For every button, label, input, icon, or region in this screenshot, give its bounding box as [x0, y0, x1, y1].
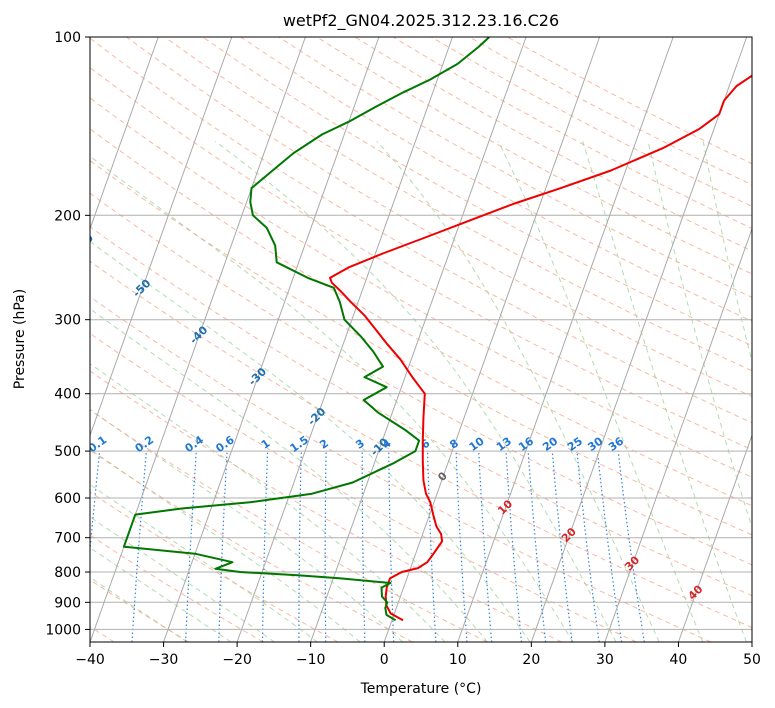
y-tick-label: 900 — [54, 595, 81, 611]
dry-adiabat-line — [90, 296, 712, 642]
dewpoint-profile-line — [122, 37, 490, 622]
y-tick-label: 700 — [54, 531, 81, 547]
isotherm-line — [90, 37, 306, 642]
dry-adiabat-line — [90, 67, 752, 451]
dry-adiabat-line — [90, 534, 264, 642]
y-tick-label: 600 — [54, 491, 81, 507]
dry-adiabat-line — [90, 409, 488, 642]
x-tick-label: 0 — [380, 652, 389, 668]
y-tick-label: 100 — [54, 30, 81, 46]
dry-adiabat-line — [90, 226, 752, 597]
dry-adiabat-line — [90, 260, 752, 629]
mixing-ratio-line — [90, 451, 101, 556]
mixing-ratio-line — [505, 451, 523, 642]
y-tick-label: 1000 — [45, 622, 81, 638]
dry-adiabat-line — [126, 37, 752, 398]
mixing-ratio-line — [576, 451, 600, 642]
isotherm-line — [604, 227, 752, 642]
y-axis-label: Pressure (hPa) — [12, 289, 28, 389]
y-tick-label: 200 — [54, 208, 81, 224]
x-tick-label: −20 — [222, 652, 252, 668]
x-tick-label: 50 — [743, 652, 761, 668]
x-tick-label: 40 — [670, 652, 688, 668]
x-axis: −40 −30 −20 −10 0 10 20 30 40 50 — [75, 642, 761, 668]
x-tick-label: −10 — [296, 652, 326, 668]
mixing-ratio-lines — [90, 451, 645, 642]
dry-adiabat-line — [278, 37, 752, 298]
dry-adiabat-line — [90, 370, 562, 642]
y-tick-label: 300 — [54, 313, 81, 329]
dry-adiabat-line — [90, 491, 339, 642]
isotherm-line — [90, 37, 233, 437]
x-tick-label: −30 — [149, 652, 179, 668]
profile-series — [122, 37, 752, 622]
isotherm-label: -60 — [73, 231, 96, 254]
plot-area: -100-90-80-70-60-50-40-30-20-10010203040… — [73, 37, 752, 642]
isotherm-line — [530, 37, 748, 642]
y-tick-label: 500 — [54, 444, 81, 460]
x-axis-label: Temperature (°C) — [360, 681, 482, 697]
y-tick-label: 800 — [54, 565, 81, 581]
y-axis: 100 200 300 400 500 600 700 800 900 1000 — [45, 30, 90, 638]
isotherm-line — [163, 37, 380, 642]
pressure-gridlines — [90, 37, 752, 630]
mixing-ratio-line — [551, 451, 573, 642]
x-tick-label: 20 — [522, 652, 540, 668]
isotherm-line — [236, 37, 453, 642]
x-tick-label: 30 — [596, 652, 614, 668]
isotherm-line — [383, 37, 601, 642]
plot-frame — [89, 36, 753, 643]
y-tick-label: 400 — [54, 387, 81, 403]
isotherm-line — [310, 37, 527, 642]
mixing-ratio-line — [617, 451, 645, 642]
mixing-ratio-line — [596, 451, 623, 642]
temperature-profile-line — [329, 74, 752, 622]
x-tick-label: −40 — [75, 652, 105, 668]
x-tick-label: 10 — [449, 652, 467, 668]
dry-adiabat-line — [202, 37, 752, 347]
isotherm-line — [677, 433, 752, 642]
mixing-ratio-line — [527, 451, 547, 642]
isotherms — [90, 37, 752, 642]
isotherm-line — [457, 37, 674, 642]
chart-title: wetPf2_GN04.2025.312.23.16.C26 — [283, 11, 559, 31]
